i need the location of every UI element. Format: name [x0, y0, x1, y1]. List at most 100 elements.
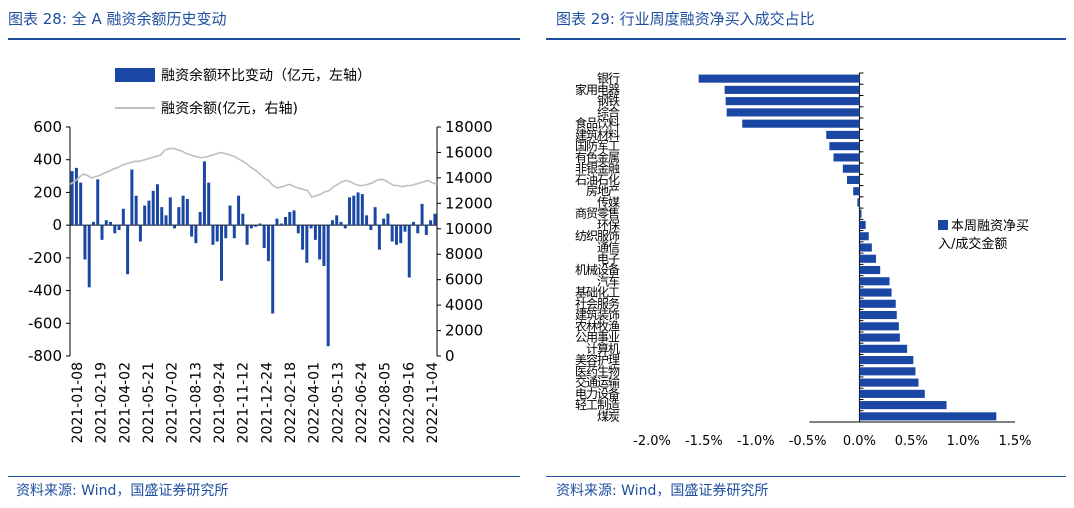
margin-change-bar	[365, 215, 369, 226]
margin-change-bar	[309, 225, 313, 229]
margin-change-bar	[100, 225, 104, 240]
industry-label: 纺织服饰	[575, 229, 620, 243]
industry-label: 国防军工	[575, 138, 620, 153]
industry-label: 公用事业	[575, 331, 620, 345]
right-y-tick-label: 8000	[445, 245, 483, 263]
industry-label: 建筑材料	[575, 127, 620, 142]
margin-change-bar	[168, 197, 172, 226]
margin-change-bar	[138, 225, 142, 242]
right-y-tick-label: 0	[445, 347, 455, 365]
left-chart: 融资余额环比变动（亿元，左轴） 融资余额(亿元，右轴) 6004002000-2…	[28, 67, 493, 443]
industry-bar	[829, 142, 860, 151]
margin-change-bar	[394, 225, 398, 245]
margin-change-bar	[330, 220, 334, 226]
margin-change-bar	[228, 205, 232, 226]
industry-label: 有色金属	[575, 149, 619, 164]
industry-label: 综合	[597, 104, 620, 119]
industry-label: 基础化工	[575, 286, 620, 300]
industry-label: 房地产	[586, 183, 620, 198]
industry-bar	[859, 220, 866, 230]
margin-change-bar	[181, 195, 185, 226]
margin-change-bar	[284, 216, 287, 226]
margin-change-bar	[224, 225, 228, 239]
right-legend-label: 本周融资净买入/成交金额	[938, 219, 1029, 252]
industry-bar	[724, 85, 860, 94]
industry-bar	[853, 187, 860, 196]
industry-label: 农林牧渔	[575, 319, 620, 333]
x-tick-label: -2.0%	[633, 434, 671, 449]
margin-change-bar	[113, 225, 117, 234]
industry-bar	[859, 288, 892, 297]
industry-bar	[859, 412, 997, 421]
x-tick-label: 2022-05-13	[330, 362, 346, 443]
industry-label: 环保	[597, 218, 620, 232]
margin-change-bar	[155, 184, 159, 226]
margin-change-bar	[390, 225, 394, 242]
margin-change-bar	[74, 167, 78, 226]
margin-change-bar	[412, 221, 416, 226]
margin-change-bar	[109, 221, 113, 226]
industry-label: 汽车	[597, 273, 620, 288]
industry-label: 钢铁	[597, 94, 620, 108]
industry-label: 医药生物	[575, 364, 620, 378]
margin-change-bar	[91, 221, 95, 226]
industry-label: 轻工制造	[575, 398, 620, 412]
margin-change-bar	[301, 225, 305, 250]
left-source-rule	[8, 476, 520, 477]
right-y-tick-label: 6000	[445, 271, 483, 289]
industry-bar	[859, 322, 899, 331]
margin-change-bar	[130, 169, 134, 226]
margin-change-bar	[360, 194, 364, 226]
margin-change-bar	[369, 225, 373, 231]
margin-change-bar	[382, 218, 386, 226]
industry-bar	[857, 198, 860, 207]
margin-change-bar	[134, 195, 138, 226]
industry-label: 电力设备	[575, 387, 620, 401]
industry-label: 通信	[597, 241, 620, 255]
x-tick-label: 2021-11-12	[236, 362, 252, 443]
right-y-tick-label: 18000	[445, 118, 493, 136]
margin-change-bar	[322, 225, 326, 267]
right-source: 资料来源: Wind，国盛证券研究所	[556, 483, 769, 499]
industry-bar	[842, 164, 860, 173]
x-tick-label: 2021-02-19	[94, 362, 110, 443]
legend-bar-label: 融资余额环比变动（亿元，左轴）	[161, 67, 371, 84]
industry-bar	[859, 333, 900, 342]
margin-change-bar	[352, 195, 356, 226]
margin-change-bar	[143, 205, 147, 226]
left-y-tick-label: 0	[52, 216, 62, 234]
industry-label: 传媒	[597, 194, 620, 209]
left-y-tick-label: -400	[28, 282, 62, 300]
margin-change-bar	[121, 208, 125, 226]
margin-change-bar	[433, 213, 437, 226]
industry-bar	[859, 378, 919, 387]
industry-bar	[859, 401, 947, 410]
margin-change-bar	[87, 225, 91, 288]
x-tick-label: 1.5%	[998, 434, 1031, 449]
x-tick-label: 2021-08-13	[188, 362, 204, 443]
x-tick-label: 2021-05-21	[141, 362, 157, 443]
right-y-tick-label: 10000	[445, 220, 493, 238]
margin-change-bar	[241, 213, 245, 226]
industry-bar	[698, 74, 860, 83]
margin-change-bar	[96, 179, 100, 226]
industry-bar	[846, 175, 860, 185]
margin-change-bar	[429, 220, 433, 226]
industry-label: 建筑装饰	[575, 307, 620, 322]
margin-change-bar	[318, 225, 322, 260]
x-tick-label: 0.5%	[895, 434, 928, 449]
x-tick-label: 2021-12-24	[259, 362, 275, 443]
margin-change-bar	[403, 225, 407, 232]
left-y-tick-label: -200	[28, 249, 62, 267]
x-tick-label: 2021-01-08	[70, 362, 86, 443]
margin-change-bar	[373, 207, 377, 226]
industry-bar	[726, 108, 860, 117]
margin-change-bar	[386, 213, 390, 226]
margin-change-bar	[279, 223, 283, 226]
margin-change-bar	[275, 218, 279, 226]
margin-change-bar	[173, 225, 177, 229]
margin-change-bar	[348, 197, 352, 226]
legend-bar-swatch	[115, 68, 155, 82]
x-tick-label: -0.5%	[789, 434, 827, 449]
right-title-rule	[546, 38, 1066, 40]
